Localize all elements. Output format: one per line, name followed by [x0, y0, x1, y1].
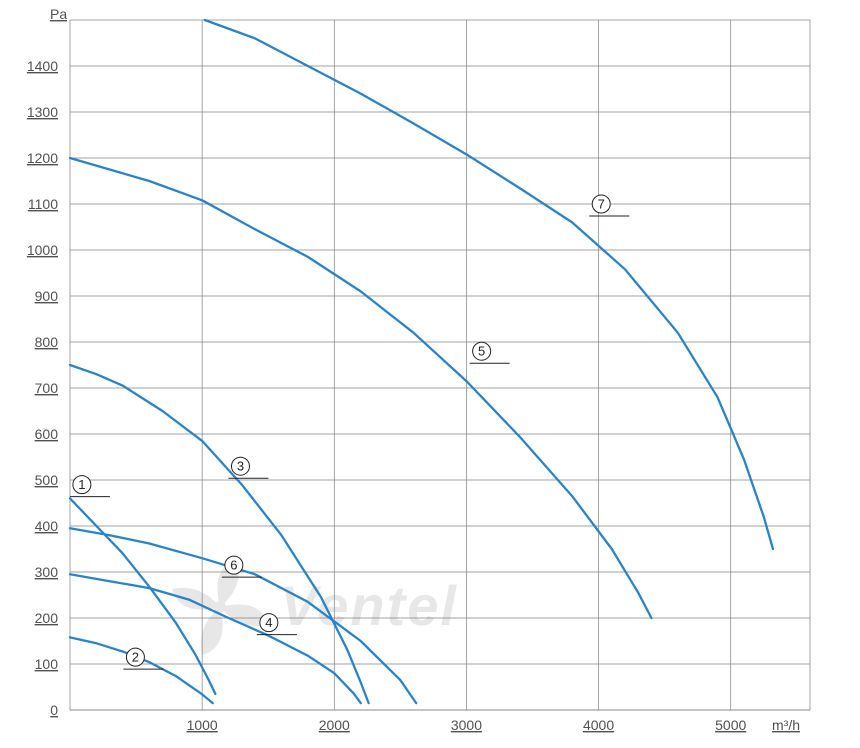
- svg-text:m³/h: m³/h: [772, 717, 800, 733]
- svg-text:7: 7: [598, 197, 605, 212]
- svg-text:900: 900: [35, 288, 59, 304]
- svg-text:2000: 2000: [319, 717, 350, 733]
- svg-text:Pa: Pa: [50, 6, 67, 22]
- svg-text:1000: 1000: [27, 242, 58, 258]
- svg-text:700: 700: [35, 380, 59, 396]
- svg-text:5000: 5000: [715, 717, 746, 733]
- fan-performance-chart: Ventel 1 2 3 4 5 6 7 0 100 200 300 400 500 600 700 800 90…: [0, 0, 860, 748]
- svg-text:1300: 1300: [27, 104, 58, 120]
- svg-text:5: 5: [478, 344, 485, 359]
- svg-text:6: 6: [230, 558, 237, 573]
- svg-text:1400: 1400: [27, 58, 58, 74]
- svg-text:3000: 3000: [451, 717, 482, 733]
- svg-text:1100: 1100: [28, 196, 58, 212]
- svg-text:1000: 1000: [187, 717, 218, 733]
- svg-text:300: 300: [35, 564, 59, 580]
- svg-text:4: 4: [265, 615, 272, 630]
- svg-text:0: 0: [50, 702, 58, 718]
- svg-text:500: 500: [35, 472, 59, 488]
- chart-svg: Ventel 1 2 3 4 5 6 7 0 100 200 300 400 500 600 700 800 90…: [0, 0, 860, 748]
- svg-text:800: 800: [35, 334, 59, 350]
- svg-text:600: 600: [35, 426, 59, 442]
- svg-text:4000: 4000: [583, 717, 614, 733]
- svg-text:200: 200: [35, 610, 59, 626]
- svg-text:1200: 1200: [27, 150, 58, 166]
- svg-text:100: 100: [35, 656, 59, 672]
- svg-text:Ventel: Ventel: [280, 574, 458, 637]
- svg-text:3: 3: [237, 459, 244, 474]
- svg-text:1: 1: [78, 477, 85, 492]
- svg-text:2: 2: [132, 650, 139, 665]
- svg-text:400: 400: [35, 518, 59, 534]
